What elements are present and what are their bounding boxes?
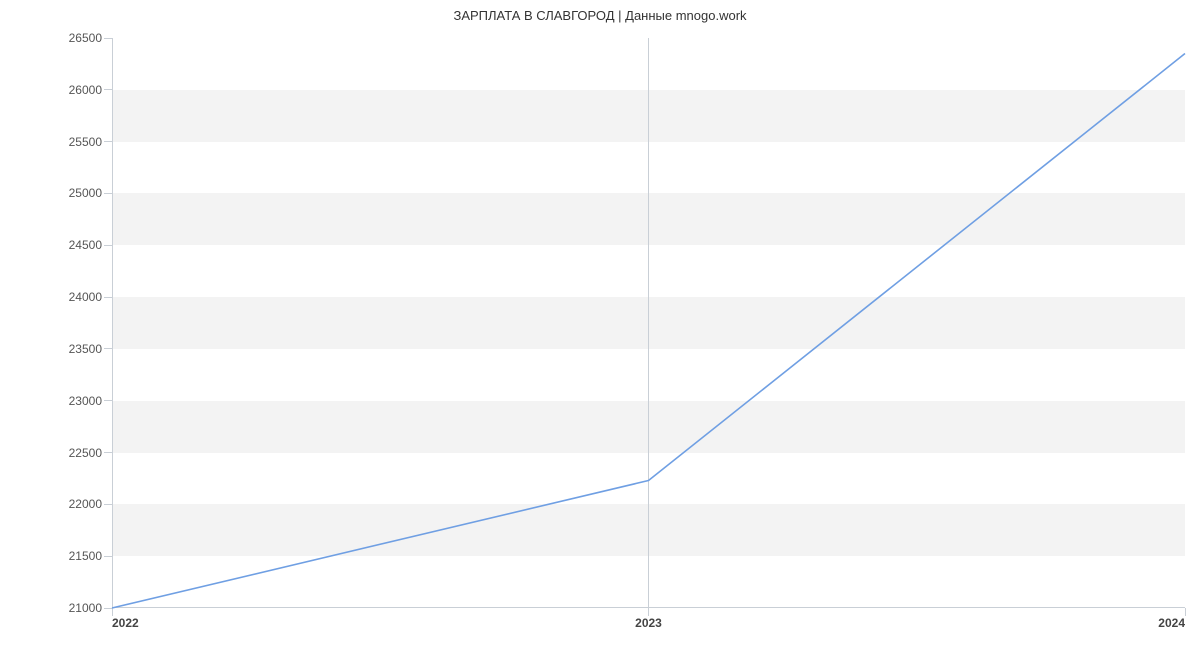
series-layer xyxy=(112,38,1185,608)
y-tick-label: 21000 xyxy=(69,601,102,615)
y-tick-label: 25500 xyxy=(69,135,102,149)
y-tick-label: 25000 xyxy=(69,186,102,200)
y-tick-mark xyxy=(104,297,112,298)
x-tick-label: 2022 xyxy=(112,616,139,630)
y-tick-label: 23000 xyxy=(69,394,102,408)
y-tick-label: 22000 xyxy=(69,497,102,511)
y-tick-label: 21500 xyxy=(69,549,102,563)
y-tick-label: 26500 xyxy=(69,31,102,45)
y-tick-mark xyxy=(104,504,112,505)
y-tick-mark xyxy=(104,141,112,142)
y-tick-mark xyxy=(104,556,112,557)
y-tick-label: 23500 xyxy=(69,342,102,356)
y-tick-mark xyxy=(104,245,112,246)
x-tick-mark xyxy=(112,608,113,616)
x-tick-label: 2024 xyxy=(1158,616,1185,630)
y-tick-mark xyxy=(104,348,112,349)
y-tick-label: 26000 xyxy=(69,83,102,97)
y-tick-mark xyxy=(104,38,112,39)
plot-area: 2100021500220002250023000235002400024500… xyxy=(112,38,1185,608)
y-tick-label: 22500 xyxy=(69,446,102,460)
salary-series-line xyxy=(112,54,1185,608)
y-tick-mark xyxy=(104,193,112,194)
x-tick-label: 2023 xyxy=(635,616,662,630)
y-tick-label: 24500 xyxy=(69,238,102,252)
y-tick-mark xyxy=(104,452,112,453)
x-tick-mark xyxy=(648,608,649,616)
salary-line-chart: ЗАРПЛАТА В СЛАВГОРОД | Данные mnogo.work… xyxy=(0,0,1200,650)
chart-title: ЗАРПЛАТА В СЛАВГОРОД | Данные mnogo.work xyxy=(0,0,1200,23)
y-tick-mark xyxy=(104,400,112,401)
y-tick-mark xyxy=(104,89,112,90)
x-tick-mark xyxy=(1185,608,1186,616)
y-tick-label: 24000 xyxy=(69,290,102,304)
